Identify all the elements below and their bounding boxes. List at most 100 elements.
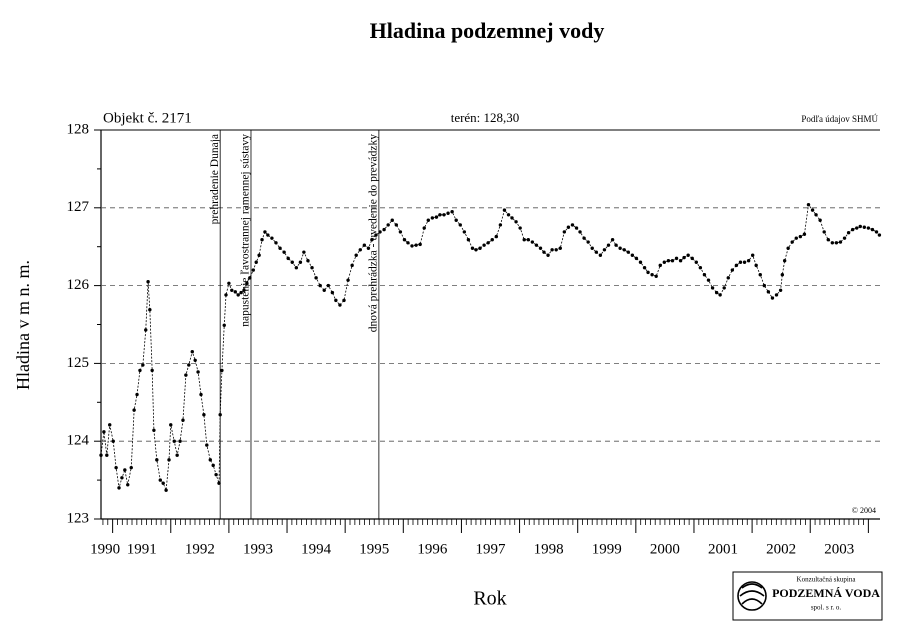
data-point <box>570 223 575 227</box>
data-point <box>478 246 482 250</box>
data-point <box>306 259 310 263</box>
data-point <box>750 253 755 257</box>
data-point <box>618 246 622 250</box>
data-point <box>526 237 530 242</box>
data-point <box>164 488 168 492</box>
data-point <box>870 227 875 232</box>
data-point <box>294 266 299 270</box>
data-point <box>224 293 228 297</box>
data-point <box>354 253 358 257</box>
data-point <box>498 223 503 227</box>
data-point <box>434 215 439 219</box>
data-point <box>562 230 567 234</box>
data-point <box>730 268 735 272</box>
data-point <box>105 453 109 457</box>
data-point <box>582 236 586 240</box>
data-point <box>120 476 124 480</box>
data-point <box>522 237 526 242</box>
data-point <box>862 225 867 229</box>
event-label: napustenie ľavostrannej ramennej sústavy <box>240 134 252 327</box>
x-tick-label: 1996 <box>417 541 448 557</box>
data-point <box>150 368 154 373</box>
data-point <box>490 237 494 242</box>
data-point <box>402 237 407 242</box>
y-axis-label: Hladina v m n. m. <box>13 260 33 390</box>
data-point <box>842 236 847 240</box>
data-point <box>394 223 399 227</box>
data-point <box>286 256 290 261</box>
data-point <box>126 483 130 487</box>
data-point <box>650 273 654 277</box>
data-point <box>646 270 650 275</box>
x-tick-label: 1997 <box>476 541 507 557</box>
data-point <box>334 298 338 303</box>
data-point <box>634 256 639 261</box>
data-point <box>810 208 815 212</box>
data-point <box>382 227 386 232</box>
logo: Konzultačná skupina PODZEMNÁ VODA spol. … <box>732 571 883 621</box>
x-tick-label: 1993 <box>243 541 273 557</box>
data-point <box>554 248 558 252</box>
x-tick-label: 1992 <box>185 541 215 557</box>
series-line <box>100 203 880 491</box>
data-point <box>758 273 762 277</box>
data-point <box>426 218 430 222</box>
data-point <box>766 290 771 294</box>
data-point <box>830 241 835 245</box>
data-point <box>196 370 200 374</box>
data-point <box>742 260 747 264</box>
data-point <box>222 323 226 327</box>
data-point <box>534 243 539 247</box>
data-point <box>362 243 367 247</box>
data-point <box>514 220 518 224</box>
data-point <box>175 453 179 457</box>
data-point <box>542 250 546 254</box>
data-point <box>211 463 215 468</box>
data-point <box>117 486 121 490</box>
data-point <box>877 233 882 237</box>
x-tick-label: 1995 <box>359 541 389 557</box>
data-point <box>148 308 152 312</box>
data-point <box>474 248 478 252</box>
data-point <box>770 296 775 300</box>
logo-box <box>732 571 883 621</box>
data-point <box>558 246 562 250</box>
data-point <box>227 281 231 285</box>
x-tick-label: 1990 <box>90 541 120 557</box>
data-point <box>302 250 306 254</box>
data-point <box>298 260 303 264</box>
data-point <box>370 237 374 242</box>
data-point <box>338 303 342 307</box>
data-point <box>358 248 362 252</box>
data-point <box>214 472 218 477</box>
data-point <box>754 263 758 268</box>
data-point <box>202 413 206 417</box>
event-label: prehradenie Dunaja <box>209 134 221 224</box>
data-point <box>138 368 142 373</box>
data-point <box>874 230 879 234</box>
data-point <box>806 202 811 207</box>
data-point <box>458 223 462 227</box>
data-point <box>239 290 243 295</box>
data-point <box>470 246 475 250</box>
data-point <box>626 250 630 254</box>
x-tick-label: 1991 <box>127 541 157 557</box>
data-point <box>822 230 826 234</box>
data-point <box>406 241 410 245</box>
data-point <box>430 216 435 220</box>
y-tick-label: 126 <box>67 277 90 293</box>
data-point <box>606 243 611 247</box>
data-point <box>410 244 414 248</box>
data-point <box>850 227 855 232</box>
data-point <box>274 241 278 245</box>
data-point <box>794 236 798 240</box>
data-point <box>187 363 191 367</box>
data-point <box>111 439 115 443</box>
x-tick-label: 1999 <box>592 541 622 557</box>
data-point <box>330 290 335 295</box>
data-point <box>135 392 139 397</box>
data-point <box>774 293 779 297</box>
data-point <box>778 288 783 292</box>
data-point <box>546 253 550 257</box>
